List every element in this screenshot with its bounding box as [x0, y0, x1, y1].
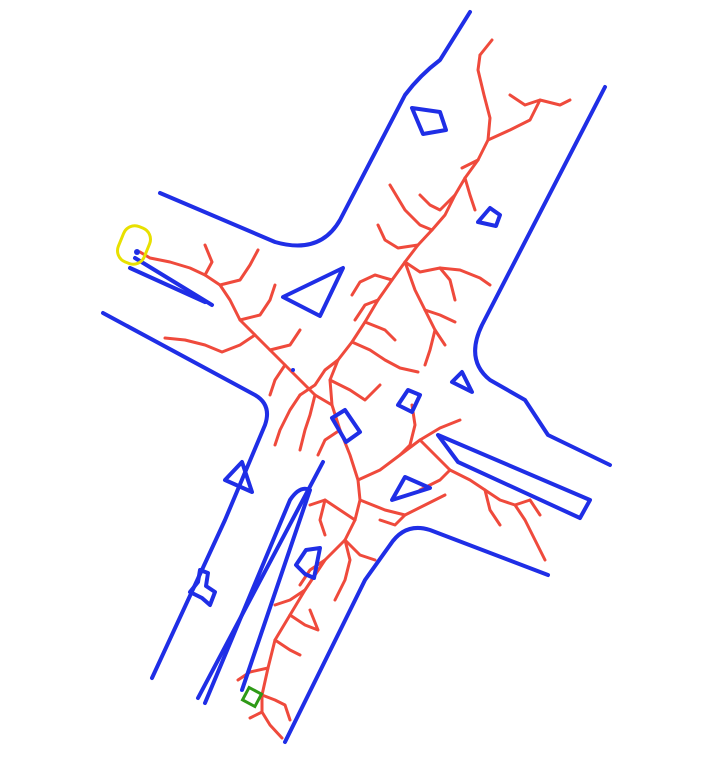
tree-branch — [138, 250, 334, 407]
tree-branch — [238, 283, 277, 322]
tree-branch — [423, 308, 457, 324]
tree-branch — [403, 260, 492, 287]
tree-branch — [273, 638, 302, 657]
tree-branch — [288, 608, 320, 632]
start-point — [134, 249, 140, 255]
lane-divider-left-2 — [128, 266, 207, 304]
lane-divider-lower-long — [196, 460, 325, 700]
obstacle — [330, 408, 362, 444]
tree-branch — [376, 223, 420, 250]
tree-branch — [418, 193, 457, 212]
obstacle — [188, 568, 217, 607]
tree-branch — [218, 248, 260, 287]
tree-branch — [298, 393, 317, 452]
tree-branch — [463, 176, 477, 212]
obstacle — [396, 388, 422, 414]
start-marker — [116, 224, 152, 266]
tree-branch — [328, 378, 382, 402]
tree-branch — [350, 340, 420, 374]
tree-branch — [513, 503, 547, 562]
tree-branch — [378, 513, 407, 527]
tree-branch — [388, 183, 434, 232]
tree-branch — [353, 298, 380, 322]
obstacle — [294, 546, 322, 580]
tree-branch — [273, 588, 307, 607]
tree-branch — [418, 438, 532, 507]
tree-branch — [356, 418, 462, 482]
waypoint-dot — [291, 368, 295, 372]
road-edge-left-lower — [101, 311, 269, 680]
tree-branch — [528, 498, 542, 517]
road-edge-upper-right — [473, 85, 612, 467]
tree-branch — [268, 363, 287, 397]
obstacle — [281, 266, 345, 318]
obstacle — [223, 460, 254, 494]
tree-branch — [460, 158, 480, 170]
obstacle — [476, 206, 502, 228]
tree-branch — [308, 498, 357, 522]
tree-branch — [343, 538, 377, 562]
tree-branch — [478, 38, 494, 57]
tree-branch — [508, 93, 542, 107]
tree-branch — [298, 358, 340, 397]
tree-branch — [260, 710, 284, 740]
tree-branch — [486, 98, 572, 142]
road-boundaries — [101, 10, 612, 744]
tree-branch — [163, 333, 257, 354]
tree-branch — [298, 558, 327, 587]
tree-branch — [316, 428, 342, 457]
goal-marker — [240, 685, 264, 709]
tree-branch — [483, 488, 502, 527]
goal-marker-box — [240, 685, 264, 709]
tree-branch — [350, 273, 394, 297]
road-edge-upper-left — [158, 10, 472, 248]
tree-branch — [318, 498, 327, 537]
road-edge-lower-right — [283, 525, 550, 744]
tree-branch — [260, 53, 492, 714]
tree-branch — [333, 538, 352, 602]
tree-branch — [363, 320, 397, 342]
tree-branch — [248, 710, 264, 720]
search-tree — [138, 38, 572, 740]
start-marker-outline — [116, 224, 152, 266]
tree-branch — [268, 328, 302, 352]
obstacle — [450, 370, 474, 394]
lane-divider-right — [436, 433, 592, 520]
tree-branch — [203, 243, 214, 277]
tree-branch — [398, 403, 417, 457]
tree-branch — [273, 393, 302, 447]
obstacles — [188, 106, 502, 607]
tree-branch — [438, 266, 457, 302]
tree-branch — [423, 328, 437, 367]
obstacle — [390, 475, 432, 502]
obstacle — [410, 106, 448, 136]
tree-branch — [260, 693, 292, 722]
